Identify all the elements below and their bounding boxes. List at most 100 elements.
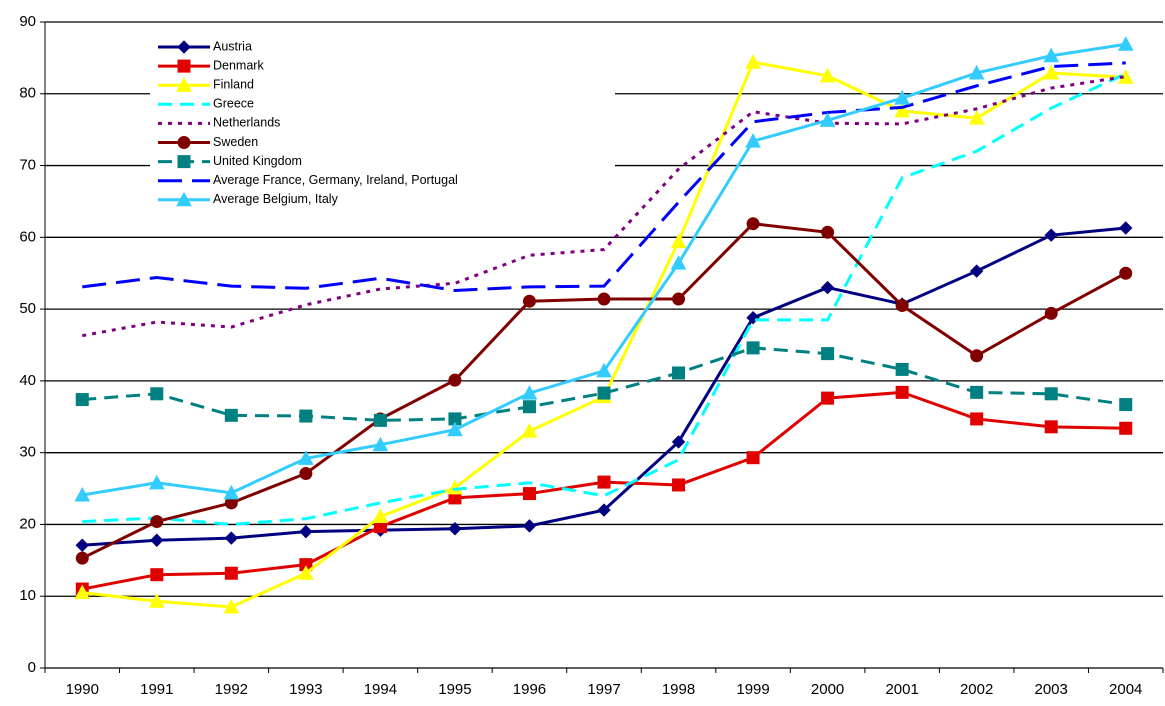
x-tick-label: 2000 [811,681,844,698]
y-tick-label: 60 [19,228,36,245]
marker [372,436,389,452]
marker [745,54,761,69]
x-tick-label: 1995 [438,681,471,698]
x-tick-label: 1997 [587,681,620,698]
marker [820,280,835,295]
marker [597,386,611,400]
marker [970,385,984,399]
marker [448,373,462,387]
marker [969,264,984,278]
marker [299,466,313,480]
marker [75,551,89,565]
marker [521,385,538,400]
y-tick-label: 50 [19,300,36,317]
marker [223,598,240,614]
marker [177,155,191,169]
marker [970,349,984,363]
marker [670,233,687,249]
marker [672,478,686,492]
marker [299,524,313,539]
marker [671,435,686,449]
legend-label: Austria [213,39,252,53]
marker [522,294,536,308]
marker [150,515,164,529]
x-tick-label: 2001 [885,681,918,698]
marker [895,299,909,313]
marker [968,110,985,125]
marker [895,385,909,399]
series-line [82,346,1126,422]
marker [819,67,836,83]
marker [299,409,313,423]
legend-label: Average France, Germany, Ireland, Portug… [213,173,458,187]
marker [75,538,89,552]
marker [521,423,538,438]
x-tick-label: 1996 [513,681,546,698]
marker [819,112,836,127]
x-tick-label: 1993 [289,681,322,698]
x-tick-label: 2004 [1109,681,1142,698]
marker [75,393,89,407]
marker [150,533,164,547]
marker [74,486,91,502]
x-tick-label: 1991 [140,681,173,698]
legend-label: United Kingdom [213,154,302,168]
marker [177,136,191,149]
series-line [81,75,1126,338]
marker [894,102,910,118]
marker [746,341,760,355]
marker [596,362,612,378]
marker [1044,228,1058,242]
marker [670,255,687,270]
legend-label: Finland [213,77,254,91]
legend-label: Denmark [213,58,264,72]
marker [148,474,165,490]
marker [177,40,191,54]
x-tick-label: 1990 [66,681,99,698]
marker [746,217,760,231]
marker [74,584,91,600]
x-tick-label: 1999 [736,681,769,698]
legend-label: Average Belgium, Italy [213,192,339,206]
marker [1044,387,1058,401]
marker [821,391,835,405]
x-tick-label: 1994 [364,681,397,698]
marker [148,593,165,608]
marker [597,292,611,306]
marker [1044,306,1058,320]
marker [1119,421,1133,435]
legend-label: Greece [213,97,254,111]
marker [1119,266,1133,280]
marker [447,479,463,495]
legend: Austria Denmark Finland Greece Netherlands Sw… [150,36,615,212]
marker [448,522,462,536]
y-tick-label: 40 [19,372,36,389]
x-tick-label: 1992 [215,681,248,698]
marker [672,366,686,380]
marker [821,225,835,239]
marker [224,531,239,545]
marker [447,421,463,437]
marker [970,412,984,426]
marker [894,90,910,105]
x-tick-label: 2003 [1035,681,1068,698]
marker [176,191,192,207]
marker [1044,420,1058,434]
marker [298,450,314,465]
y-tick-label: 90 [19,13,36,30]
marker [176,77,192,92]
marker [522,519,537,533]
y-tick-label: 0 [28,659,36,676]
legend-label: Netherlands [213,116,280,130]
marker [1043,47,1060,63]
y-tick-label: 20 [19,515,36,532]
marker [895,362,909,376]
marker [224,566,238,580]
y-tick-label: 30 [19,444,36,461]
legend-box [150,36,615,212]
marker [298,565,314,580]
y-tick-label: 10 [19,587,36,604]
marker [1117,36,1134,51]
marker [1043,64,1060,80]
y-tick-label: 80 [19,85,36,102]
